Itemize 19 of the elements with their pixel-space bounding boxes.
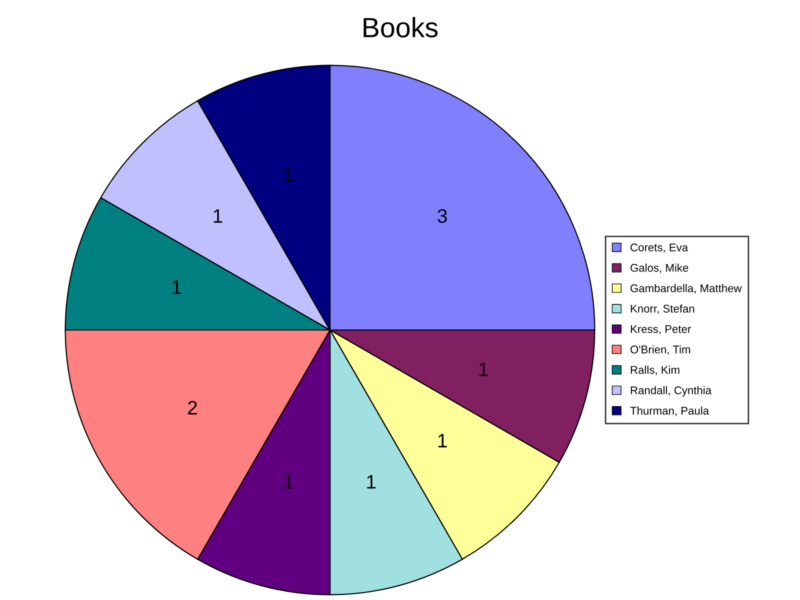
legend-label: O'Brien, Tim — [630, 345, 690, 355]
chart-title: Books — [364, 17, 438, 38]
legend-label: Gambardella, Matthew — [630, 284, 742, 294]
data-label: 1 — [214, 209, 222, 223]
legend-label: Thurman, Paula — [630, 406, 710, 416]
legend-label: Galos, Mike — [630, 264, 688, 274]
data-label: 3 — [438, 209, 447, 223]
legend-label: Corets, Eva — [630, 243, 688, 253]
data-label: 1 — [284, 168, 294, 182]
data-label: 1 — [172, 280, 182, 294]
data-label: 1 — [438, 434, 447, 448]
legend-label: Kress, Peter — [630, 325, 691, 334]
data-label: 2 — [188, 400, 197, 414]
legend-label: Knorr, Stefan — [630, 304, 694, 314]
legend-label: Randall, Cynthia — [630, 386, 712, 396]
data-label: 1 — [367, 475, 376, 488]
data-label: 1 — [479, 362, 488, 376]
data-label: 1 — [284, 475, 294, 488]
legend-label: Ralls, Kim — [630, 366, 680, 376]
